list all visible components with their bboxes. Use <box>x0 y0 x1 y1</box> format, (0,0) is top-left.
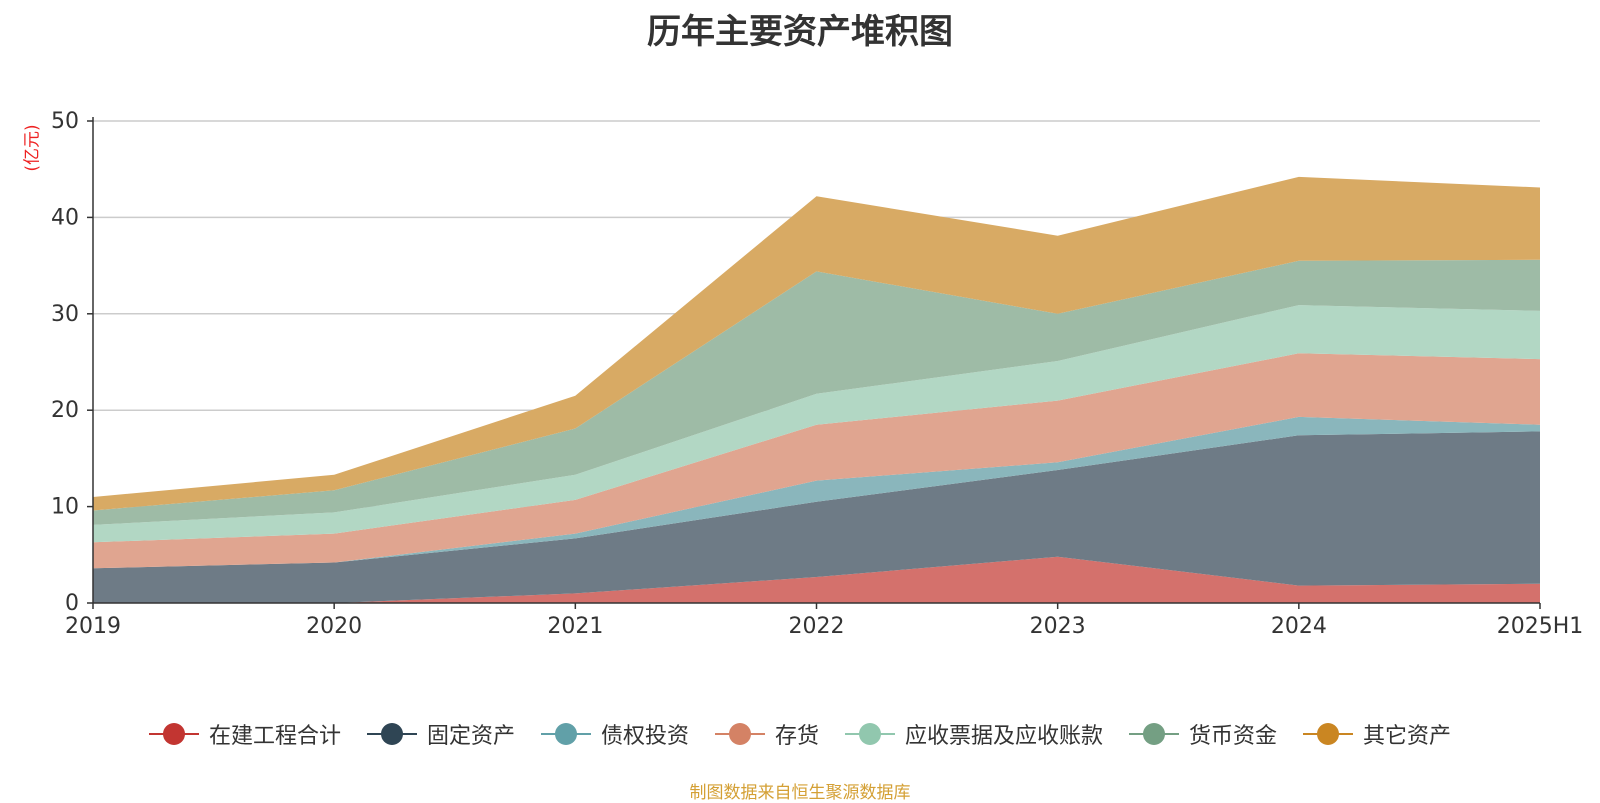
source-note: 制图数据来自恒生聚源数据库 <box>689 783 911 803</box>
legend-marker-icon <box>148 722 199 746</box>
x-tick-label-2: 2021 <box>547 614 603 639</box>
series-area-2 <box>93 416 1540 569</box>
legend-marker-icon <box>1303 722 1354 746</box>
legend-marker-icon <box>1129 722 1180 746</box>
legend-label: 其它资产 <box>1363 724 1452 749</box>
legend-marker-icon <box>540 722 591 746</box>
legend-item-5[interactable]: 货币资金 <box>1129 718 1277 750</box>
x-tick-label-0: 2019 <box>65 614 121 639</box>
y-tick-label-0: 0 <box>65 591 79 616</box>
series-area-5 <box>93 259 1540 525</box>
legend-marker-icon <box>366 722 417 746</box>
x-tick-label-6: 2025H1 <box>1497 614 1584 639</box>
chart-title: 历年主要资产堆积图 <box>647 12 953 52</box>
legend-label: 在建工程合计 <box>208 724 341 749</box>
legend-label: 债权投资 <box>600 724 689 749</box>
x-tick-label-1: 2020 <box>306 614 362 639</box>
legend-item-3[interactable]: 存货 <box>714 718 819 750</box>
y-tick-label-4: 40 <box>51 205 79 230</box>
y-tick-label-5: 50 <box>51 109 79 134</box>
legend-label: 应收票据及应收账款 <box>905 724 1104 749</box>
legend: 在建工程合计 固定资产 债权投资 存货 应收票据及应收账款 货币资金 其它资产 <box>0 718 1600 750</box>
y-tick-label-3: 30 <box>51 302 79 327</box>
x-tick-label-4: 2023 <box>1030 614 1086 639</box>
series-area-4 <box>93 305 1540 543</box>
series-area-0 <box>93 556 1540 603</box>
legend-item-0[interactable]: 在建工程合计 <box>148 718 341 750</box>
legend-label: 固定资产 <box>426 724 515 749</box>
legend-item-4[interactable]: 应收票据及应收账款 <box>845 718 1103 750</box>
series-area-1 <box>93 431 1540 603</box>
x-tick-label-5: 2024 <box>1271 614 1327 639</box>
legend-label: 存货 <box>774 724 819 749</box>
legend-item-1[interactable]: 固定资产 <box>366 718 515 750</box>
legend-marker-icon <box>845 722 895 746</box>
series-area-6 <box>93 176 1540 511</box>
series-area-3 <box>93 353 1540 569</box>
y-tick-label-1: 10 <box>51 495 79 520</box>
legend-label: 货币资金 <box>1189 724 1278 749</box>
x-tick-label-3: 2022 <box>789 614 845 639</box>
y-tick-label-2: 20 <box>51 398 79 423</box>
legend-item-2[interactable]: 债权投资 <box>540 718 689 750</box>
legend-marker-icon <box>714 722 765 746</box>
legend-item-6[interactable]: 其它资产 <box>1303 718 1451 750</box>
